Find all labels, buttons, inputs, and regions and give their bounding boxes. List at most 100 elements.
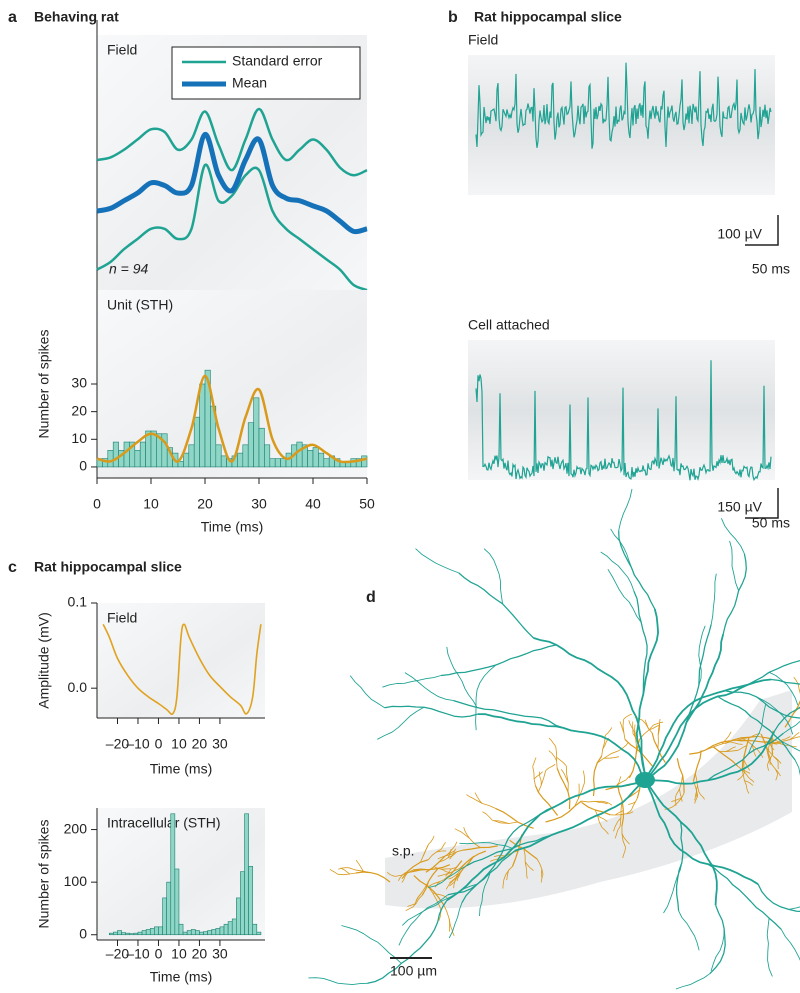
neurite <box>438 855 453 863</box>
bar <box>253 397 260 468</box>
bar <box>227 921 233 936</box>
plot-label: Field <box>107 610 137 626</box>
neurite <box>477 713 646 781</box>
x-tick-label: 30 <box>212 736 228 752</box>
neurite <box>565 765 569 792</box>
neurite <box>648 724 661 731</box>
neurite <box>761 741 785 746</box>
neurite <box>377 706 425 740</box>
bar <box>133 932 139 936</box>
neurite <box>453 841 458 848</box>
neurite <box>639 724 654 740</box>
neurite <box>694 790 698 801</box>
neurite <box>539 771 542 786</box>
bar <box>264 444 271 468</box>
neurite <box>689 740 730 755</box>
neurite <box>456 872 461 882</box>
neurite <box>454 828 465 835</box>
neurite <box>757 883 800 913</box>
y-tick-label: 200 <box>64 820 88 836</box>
bar <box>183 452 190 468</box>
bar <box>186 930 192 936</box>
bar <box>240 871 245 936</box>
neurite <box>447 806 555 896</box>
x-tick-label: 20 <box>192 946 208 962</box>
neurite <box>644 719 649 730</box>
neurite <box>463 833 481 848</box>
plot-label: Unit (STH) <box>107 297 173 313</box>
neurite <box>766 918 773 977</box>
neurite <box>340 867 351 875</box>
neurite <box>348 867 371 874</box>
neurite <box>536 858 544 875</box>
neurite <box>675 973 711 990</box>
neurite <box>789 732 800 741</box>
neurite <box>709 904 726 975</box>
bar <box>211 929 217 936</box>
neurite <box>614 826 621 839</box>
neurite <box>788 906 800 910</box>
x-tick-label: 20 <box>197 496 213 512</box>
x-tick-label: 10 <box>171 736 187 752</box>
neurite <box>628 801 636 805</box>
neurite <box>707 863 782 930</box>
y-tick-label: 0.1 <box>68 594 88 610</box>
neurite <box>698 791 705 800</box>
neurite <box>619 800 623 827</box>
x-axis-label: Time (ms) <box>201 519 263 535</box>
neurite <box>349 675 385 709</box>
neurite <box>545 800 582 823</box>
neurite <box>436 850 447 853</box>
scale-label: 100 µV <box>717 226 762 242</box>
neurite <box>710 573 717 625</box>
bar <box>248 866 254 936</box>
neurite <box>613 817 622 832</box>
x-tick-label: –20 <box>106 946 130 962</box>
bar <box>258 427 265 468</box>
bar <box>166 881 172 936</box>
neurite <box>644 683 748 781</box>
neurite <box>548 737 557 747</box>
neurite <box>717 695 796 761</box>
y-tick-label: 0 <box>79 925 87 941</box>
scale-label: 100 µm <box>390 963 437 979</box>
neurite <box>622 847 626 859</box>
legend-label: Standard error <box>232 53 323 69</box>
neurite <box>744 780 754 786</box>
neurite <box>721 731 732 745</box>
bar <box>121 932 126 936</box>
neurite <box>461 850 516 904</box>
neurite <box>746 785 750 794</box>
bar <box>256 931 262 936</box>
neurite <box>506 870 509 881</box>
neurite <box>725 746 736 752</box>
panel-letter: c <box>8 559 17 576</box>
bar <box>274 458 281 468</box>
error-line <box>96 163 368 292</box>
neurite <box>431 879 445 885</box>
y-tick-label: 20 <box>71 402 87 418</box>
x-tick-label: –10 <box>126 946 150 962</box>
neurite <box>657 728 660 749</box>
bar <box>108 932 114 936</box>
scale-label: 150 µV <box>717 499 762 515</box>
neurite <box>601 827 609 835</box>
neurite <box>449 877 456 884</box>
neurite <box>626 809 632 815</box>
neurite <box>495 807 534 829</box>
neurite <box>428 835 435 845</box>
neurite <box>710 928 725 972</box>
neurite <box>644 779 759 885</box>
scale-bar <box>745 215 779 246</box>
stratum-band <box>385 690 792 909</box>
neurite <box>767 764 770 771</box>
bar <box>244 813 249 936</box>
neurite <box>448 872 459 880</box>
panel-title: Rat hippocampal slice <box>34 559 182 575</box>
bar <box>134 450 141 468</box>
neurite <box>415 548 459 574</box>
y-axis-label: Amplitude (mV) <box>36 612 52 708</box>
neurite <box>401 872 408 883</box>
neurite <box>737 765 749 778</box>
